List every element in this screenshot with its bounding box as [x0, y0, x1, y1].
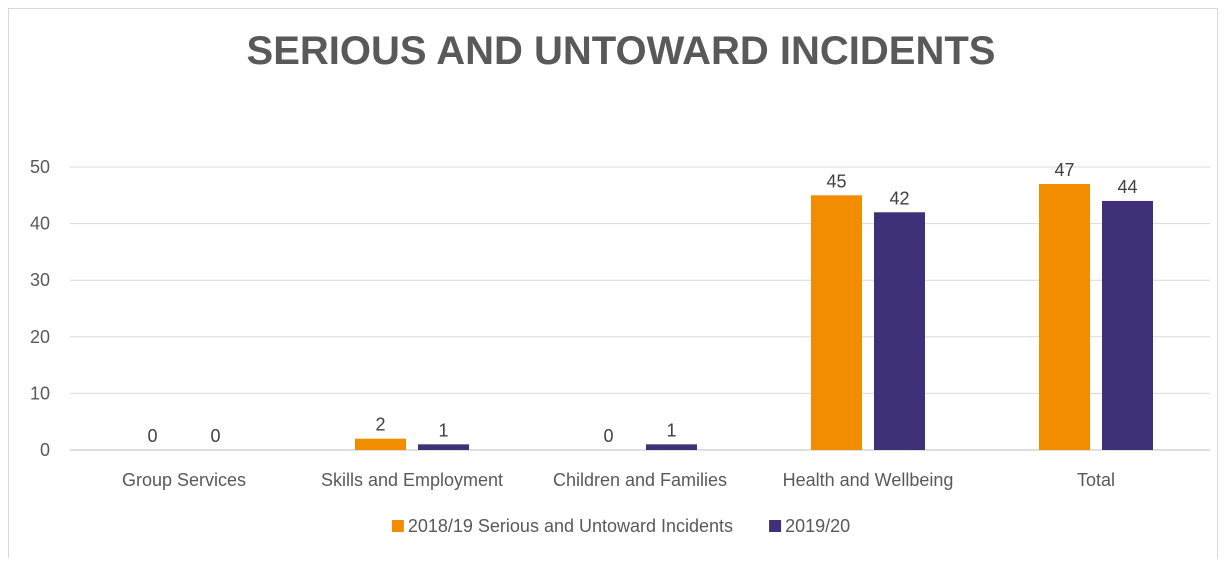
legend-label: 2018/19 Serious and Untoward Incidents — [408, 516, 733, 536]
data-label: 0 — [603, 426, 613, 446]
data-label: 42 — [889, 188, 909, 208]
y-tick-label: 10 — [30, 383, 50, 403]
legend-swatch — [391, 520, 404, 532]
chart-frame — [8, 8, 1218, 558]
category-label: Skills and Employment — [321, 470, 503, 490]
y-axis-ticks: 0 10 20 30 40 50 — [30, 157, 50, 460]
legend-item: 2019/20 — [769, 516, 850, 536]
data-label: 0 — [210, 426, 220, 446]
bar — [811, 195, 862, 450]
bar — [874, 212, 925, 450]
data-label: 1 — [666, 420, 676, 440]
data-label: 47 — [1054, 160, 1074, 180]
bar — [355, 438, 406, 450]
data-label: 44 — [1117, 177, 1137, 197]
data-label: 2 — [375, 415, 385, 435]
category-labels: Group Services Skills and Employment Child… — [122, 470, 1115, 490]
y-tick-label: 40 — [30, 214, 50, 234]
legend: 2018/19 Serious and Untoward Incidents 20… — [391, 516, 850, 536]
y-tick-label: 50 — [30, 157, 50, 177]
category-label: Group Services — [122, 470, 246, 490]
data-labels: 0 0 2 1 0 1 45 42 47 44 — [147, 160, 1137, 446]
legend-swatch — [769, 520, 782, 532]
bar — [1039, 183, 1090, 451]
data-label: 1 — [438, 420, 448, 440]
legend-item: 2018/19 Serious and Untoward Incidents — [391, 516, 733, 536]
y-tick-label: 0 — [40, 440, 50, 460]
data-label: 0 — [147, 426, 157, 446]
bar — [1102, 200, 1153, 450]
gridlines — [70, 166, 1210, 451]
category-label: Health and Wellbeing — [783, 470, 954, 490]
category-label: Children and Families — [553, 470, 727, 490]
y-tick-label: 20 — [30, 327, 50, 347]
y-tick-label: 30 — [30, 270, 50, 290]
bars — [355, 183, 1153, 451]
data-label: 45 — [826, 171, 846, 191]
category-label: Total — [1077, 470, 1115, 490]
chart-title: SERIOUS AND UNTOWARD INCIDENTS — [247, 29, 996, 73]
bar — [418, 444, 469, 450]
legend-label: 2019/20 — [785, 516, 850, 536]
bar — [646, 444, 697, 450]
